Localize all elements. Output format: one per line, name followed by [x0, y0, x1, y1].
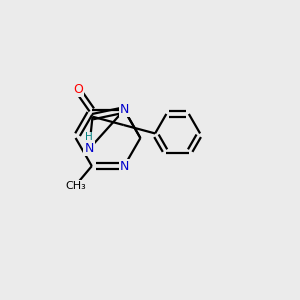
- Text: H: H: [85, 133, 93, 142]
- Text: N: N: [119, 103, 129, 116]
- Text: N: N: [84, 142, 94, 155]
- Text: CH₃: CH₃: [65, 181, 86, 190]
- Text: N: N: [119, 160, 129, 172]
- Text: O: O: [73, 83, 82, 96]
- Text: N: N: [119, 103, 129, 116]
